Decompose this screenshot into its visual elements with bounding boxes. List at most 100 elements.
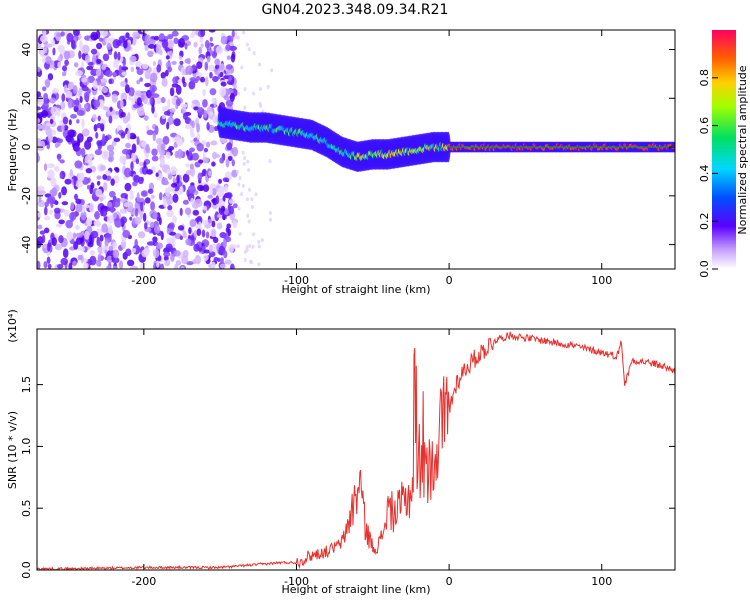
spectrogram-noise-cell bbox=[76, 109, 85, 116]
spectrogram-noise-cell bbox=[64, 209, 70, 217]
spectrogram-noise-cell bbox=[101, 208, 108, 217]
spectrogram-noise-field bbox=[37, 30, 274, 269]
spectrogram-noise-cell bbox=[140, 190, 148, 197]
spectrogram-noise-cell bbox=[66, 32, 74, 43]
spectrogram-noise-cell bbox=[96, 42, 103, 50]
spectrogram-noise-cell bbox=[225, 64, 233, 70]
spectrogram-noise-cell bbox=[258, 101, 262, 106]
spectrogram-noise-cell bbox=[268, 217, 272, 222]
spectrogram-noise-cell bbox=[68, 262, 73, 269]
spectrogram-noise-cell bbox=[120, 80, 127, 88]
spectrogram-noise-cell bbox=[219, 263, 226, 269]
spectrogram-noise-cell bbox=[51, 39, 56, 47]
spectrogram-x-ticks: -200 -100 0 100 bbox=[131, 30, 612, 287]
spectrogram-noise-cell bbox=[67, 82, 73, 90]
spectrogram-noise-cell bbox=[178, 55, 182, 61]
spectrogram-noise-cell bbox=[148, 39, 156, 45]
spectrogram-noise-cell bbox=[185, 163, 190, 168]
spectrogram-noise-cell bbox=[84, 54, 91, 64]
spectrogram-noise-cell bbox=[152, 212, 158, 220]
spectrogram-noise-cell bbox=[172, 193, 179, 203]
spectrogram-noise-cell bbox=[136, 192, 140, 202]
spectrogram-noise-cell bbox=[60, 31, 65, 37]
snr-x-tick-label: -100 bbox=[284, 575, 309, 588]
spectrogram-noise-cell bbox=[158, 192, 163, 201]
spectrogram-noise-cell bbox=[99, 164, 106, 171]
spectrogram-noise-cell bbox=[61, 124, 65, 133]
spectrogram-noise-cell bbox=[191, 120, 195, 129]
spectrogram-noise-cell bbox=[47, 263, 52, 269]
snr-y-axis-label: SNR (10 * v/v) bbox=[6, 411, 19, 489]
spectrogram-noise-cell bbox=[220, 139, 228, 144]
spectrogram-noise-cell bbox=[122, 229, 131, 238]
spectrogram-noise-cell bbox=[231, 30, 235, 38]
spectrogram-noise-cell bbox=[129, 216, 133, 221]
spectrogram-noise-cell bbox=[208, 64, 215, 72]
spectrogram-noise-cell bbox=[209, 36, 213, 42]
spectrogram-noise-cell bbox=[149, 96, 153, 105]
spectrogram-noise-cell bbox=[95, 68, 102, 77]
spectrogram-noise-cell bbox=[110, 178, 115, 186]
spectrogram-noise-cell bbox=[186, 57, 191, 65]
spectrogram-y-tick-label: -40 bbox=[20, 236, 33, 254]
spectrogram-noise-cell bbox=[145, 143, 150, 154]
spectrogram-noise-cell bbox=[219, 257, 224, 264]
spectrogram-noise-cell bbox=[135, 61, 143, 68]
spectrogram-noise-cell bbox=[126, 130, 131, 141]
spectrogram-noise-cell bbox=[99, 99, 105, 108]
spectrogram-noise-cell bbox=[180, 103, 188, 108]
spectrogram-noise-cell bbox=[211, 161, 216, 167]
spectrogram-noise-cell bbox=[45, 43, 53, 48]
spectrogram-noise-cell bbox=[135, 158, 140, 165]
spectrogram-noise-cell bbox=[121, 71, 127, 77]
spectrogram-noise-cell bbox=[132, 181, 138, 187]
spectrogram-noise-cell bbox=[146, 129, 154, 136]
spectrogram-noise-cell bbox=[214, 58, 221, 66]
spectrogram-noise-cell bbox=[146, 89, 152, 99]
spectrogram-noise-cell bbox=[202, 156, 209, 164]
spectrogram-noise-cell bbox=[168, 222, 175, 230]
spectrogram-noise-cell bbox=[122, 115, 129, 124]
spectrogram-noise-cell bbox=[227, 155, 233, 162]
spectrogram-noise-cell bbox=[245, 248, 249, 253]
spectrogram-noise-cell bbox=[219, 231, 227, 239]
spectrogram-noise-cell bbox=[243, 156, 247, 161]
spectrogram-noise-cell bbox=[233, 84, 237, 89]
spectrogram-noise-cell bbox=[93, 99, 101, 108]
spectrogram-y-tick-label: 40 bbox=[20, 43, 33, 57]
spectrogram-noise-cell bbox=[50, 177, 57, 187]
spectrogram-noise-cell bbox=[257, 262, 261, 267]
spectrogram-noise-cell bbox=[220, 81, 227, 87]
spectrogram-noise-cell bbox=[236, 244, 240, 249]
spectrogram-noise-cell bbox=[146, 241, 155, 246]
spectrogram-noise-cell bbox=[73, 145, 80, 152]
spectrogram-noise-cell bbox=[228, 199, 236, 204]
spectrogram-noise-cell bbox=[119, 155, 127, 164]
spectrogram-noise-cell bbox=[161, 77, 168, 88]
colorbar-label: Normalized spectral amplitude bbox=[736, 65, 749, 234]
spectrogram-noise-cell bbox=[98, 37, 104, 42]
spectrogram-noise-cell bbox=[179, 60, 184, 65]
spectrogram-noise-cell bbox=[37, 152, 40, 163]
spectrogram-noise-cell bbox=[208, 30, 216, 33]
spectrogram-noise-cell bbox=[212, 153, 221, 158]
spectrogram-noise-cell bbox=[232, 203, 238, 209]
spectrogram-noise-cell bbox=[235, 169, 239, 174]
spectrogram-noise-cell bbox=[190, 132, 195, 138]
spectrogram-noise-cell bbox=[122, 60, 126, 67]
spectrogram-noise-cell bbox=[113, 59, 119, 68]
spectrogram-noise-cell bbox=[113, 51, 118, 60]
spectrogram-noise-cell bbox=[207, 194, 214, 199]
spectrogram-noise-cell bbox=[83, 204, 90, 209]
snr-y-tick-label: 0.0 bbox=[20, 561, 33, 579]
spectrogram-noise-cell bbox=[150, 201, 156, 211]
spectrogram-noise-cell bbox=[143, 161, 147, 168]
spectrogram-noise-cell bbox=[38, 195, 42, 203]
spectrogram-noise-cell bbox=[90, 48, 98, 55]
spectrogram-noise-cell bbox=[201, 108, 205, 115]
spectrogram-noise-cell bbox=[181, 76, 186, 84]
spectrogram-noise-cell bbox=[97, 140, 103, 150]
spectrogram-noise-cell bbox=[62, 248, 69, 259]
snr-y-scale-label: (x10⁴) bbox=[6, 309, 19, 343]
spectrogram-noise-cell bbox=[172, 76, 179, 84]
